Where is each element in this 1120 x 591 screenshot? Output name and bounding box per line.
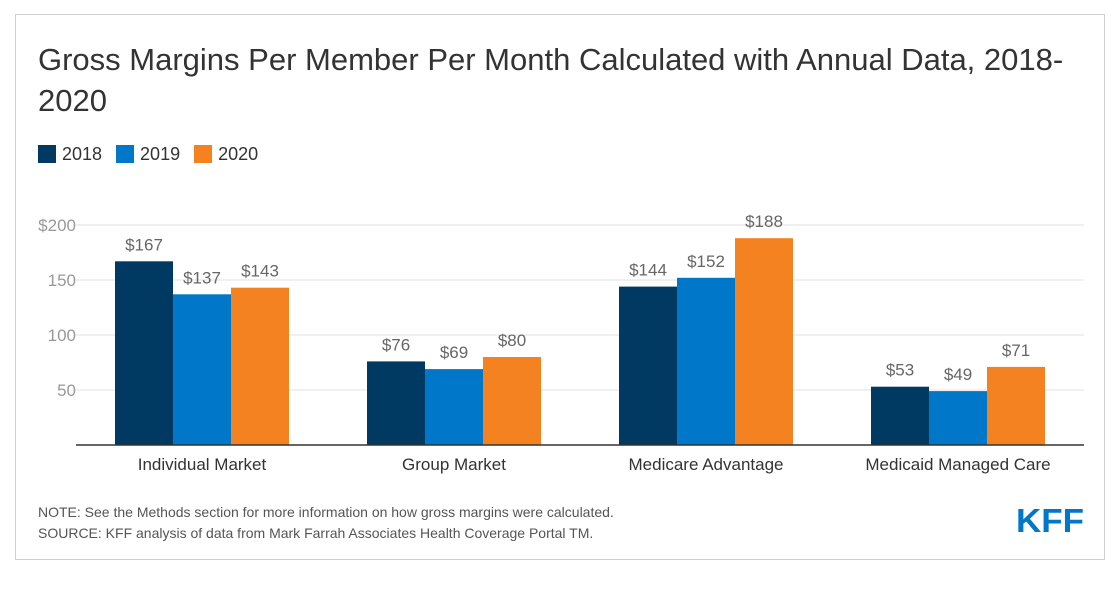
data-label-2020-1: $80 — [498, 331, 526, 350]
bar-2020-3 — [987, 366, 1045, 445]
legend-label-2018: 2018 — [62, 143, 103, 164]
legend-label-2019: 2019 — [140, 143, 181, 164]
x-tick-label-0: Individual Market — [138, 455, 267, 474]
bar-2019-2 — [677, 277, 735, 445]
bar-chart: 50 100 150 $200 $167 $137 $143 Individual Marke… — [38, 212, 1084, 474]
legend: 2018 2019 2020 — [38, 142, 272, 166]
data-label-2020-2: $188 — [745, 212, 783, 231]
chart-card: Gross Margins Per Member Per Month Calcu… — [15, 14, 1105, 560]
bar-2018-3 — [871, 386, 929, 445]
data-label-2018-3: $53 — [886, 361, 914, 380]
footnotes: NOTE: See the Methods section for more i… — [38, 502, 614, 544]
y-tick-label-100: 100 — [48, 326, 76, 345]
x-tick-label-1: Group Market — [402, 455, 506, 474]
legend-item-2020: 2020 — [194, 144, 258, 165]
data-label-2019-0: $137 — [183, 268, 221, 287]
bar-2020-0 — [231, 287, 289, 445]
y-tick-label-200: $200 — [38, 216, 76, 235]
legend-swatch-2019 — [116, 145, 135, 163]
y-tick-label-150: 150 — [48, 271, 76, 290]
data-label-2019-1: $69 — [440, 343, 468, 362]
source-text: SOURCE: KFF analysis of data from Mark F… — [38, 525, 594, 541]
legend-label-2020: 2020 — [218, 143, 259, 164]
legend-item-2019: 2019 — [116, 144, 180, 165]
bar-2020-1 — [483, 357, 541, 445]
legend-swatch-2018 — [38, 145, 56, 163]
bar-2019-3 — [929, 391, 987, 445]
bar-2019-0 — [173, 294, 231, 445]
bar-2018-2 — [619, 286, 677, 445]
kff-logo: KFF — [1016, 503, 1084, 537]
note-text: NOTE: See the Methods section for more i… — [38, 504, 614, 520]
y-tick-label-50: 50 — [57, 381, 76, 400]
data-label-2020-3: $71 — [1002, 341, 1030, 360]
x-tick-label-2: Medicare Advantage — [629, 455, 784, 474]
legend-item-2018: 2018 — [38, 144, 102, 165]
bar-2020-2 — [735, 238, 793, 445]
data-label-2019-2: $152 — [687, 252, 725, 271]
legend-swatch-2020 — [194, 145, 213, 163]
data-label-2018-0: $167 — [125, 235, 163, 254]
chart-title: Gross Margins Per Member Per Month Calcu… — [38, 42, 1064, 118]
x-tick-label-3: Medicaid Managed Care — [865, 455, 1050, 474]
data-label-2019-3: $49 — [944, 365, 972, 384]
data-label-2020-0: $143 — [241, 262, 279, 281]
bar-2018-1 — [367, 361, 425, 445]
bar-2019-1 — [425, 369, 483, 445]
data-label-2018-1: $76 — [382, 335, 410, 354]
data-label-2018-2: $144 — [629, 261, 667, 280]
bar-2018-0 — [115, 261, 173, 445]
kff-logo-text: KFF — [1016, 503, 1084, 537]
